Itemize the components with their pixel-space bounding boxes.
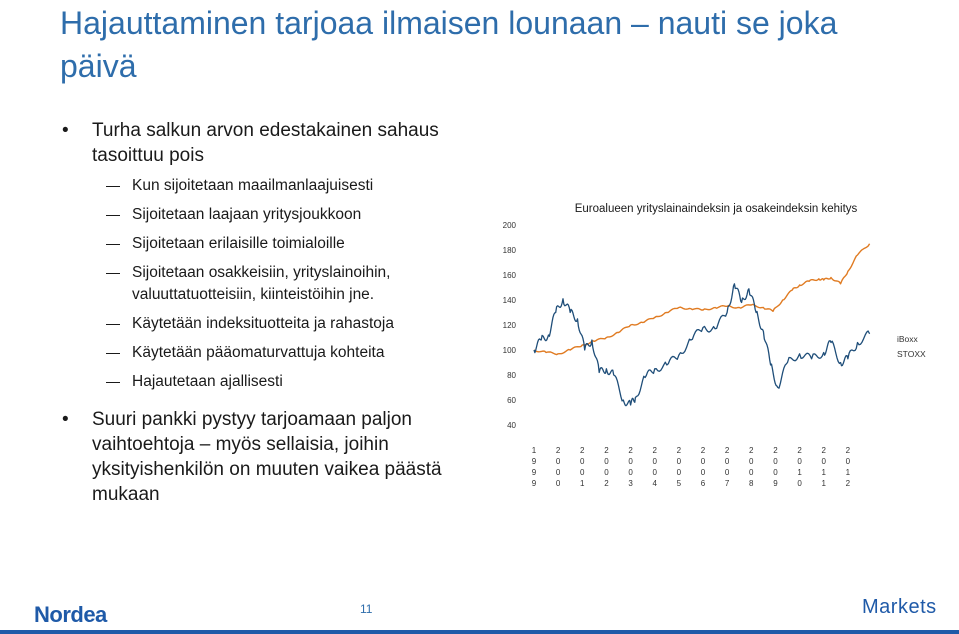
y-tick-label-7: 180 [503, 246, 517, 255]
sub-bullet-6: Käytetään pääomaturvattuja kohteita [60, 342, 480, 364]
bullet-list: Turha salkun arvon edestakainen sahaus t… [60, 118, 480, 507]
chart-legend: iBoxx STOXX [897, 334, 926, 359]
sub-bullet-4: Sijoitetaan osakkeisiin, yrityslainoihin… [60, 262, 480, 306]
bullet-2: Suuri pankki pystyy tarjoamaan paljon va… [60, 407, 480, 507]
y-tick-label-8: 200 [503, 221, 517, 230]
nordea-logo-icon [34, 594, 124, 624]
series-line-iboxx [533, 243, 871, 356]
series-line-stoxx [533, 283, 871, 407]
markets-brand-text: Markets [862, 596, 937, 618]
sub-bullet-3: Sijoitetaan erilaisille toimialoille [60, 233, 480, 255]
legend-label-iboxx: iBoxx [897, 334, 919, 344]
bullet-1: Turha salkun arvon edestakainen sahaus t… [60, 118, 480, 168]
y-tick-label-2: 80 [507, 371, 516, 380]
series-layer [533, 243, 871, 407]
index-line-chart: Euroalueen yrityslainaindeksin ja osakei… [503, 203, 926, 488]
sub-bullet-2: Sijoitetaan laajaan yritysjoukkoon [60, 204, 480, 226]
nordea-brand-text: Nordea [34, 602, 107, 627]
y-tick-label-1: 60 [507, 396, 516, 405]
y-tick-label-5: 140 [503, 296, 517, 305]
y-tick-label-6: 160 [503, 271, 517, 280]
y-tick-label-3: 100 [503, 346, 517, 355]
page-number: 11 [360, 602, 373, 616]
legend-label-stoxx: STOXX [897, 349, 926, 359]
y-axis: 40 60 80 100 120 140 160 180 200 [503, 221, 517, 430]
y-tick-label-4: 120 [503, 321, 517, 330]
slide-footer [0, 583, 959, 634]
chart-title: Euroalueen yrityslainaindeksin ja osakei… [575, 203, 858, 215]
footer-divider [0, 630, 959, 634]
y-tick-label-0: 40 [507, 421, 516, 430]
sub-bullet-1: Kun sijoitetaan maailmanlaajuisesti [60, 175, 480, 197]
x-axis: 1 9 9 9 2 0 0 0 2 0 0 1 2 0 0 2 2 0 0 3 2 0 0 4 2 0 0 5 2 0 0 6 2 0 0 7 2 0 0 8… [532, 446, 851, 488]
sub-bullet-5: Käytetään indeksituotteita ja rahastoja [60, 313, 480, 335]
sub-bullet-7: Hajautetaan ajallisesti [60, 371, 480, 393]
slide-title: Hajauttaminen tarjoaa ilmaisen lounaan –… [60, 5, 838, 84]
